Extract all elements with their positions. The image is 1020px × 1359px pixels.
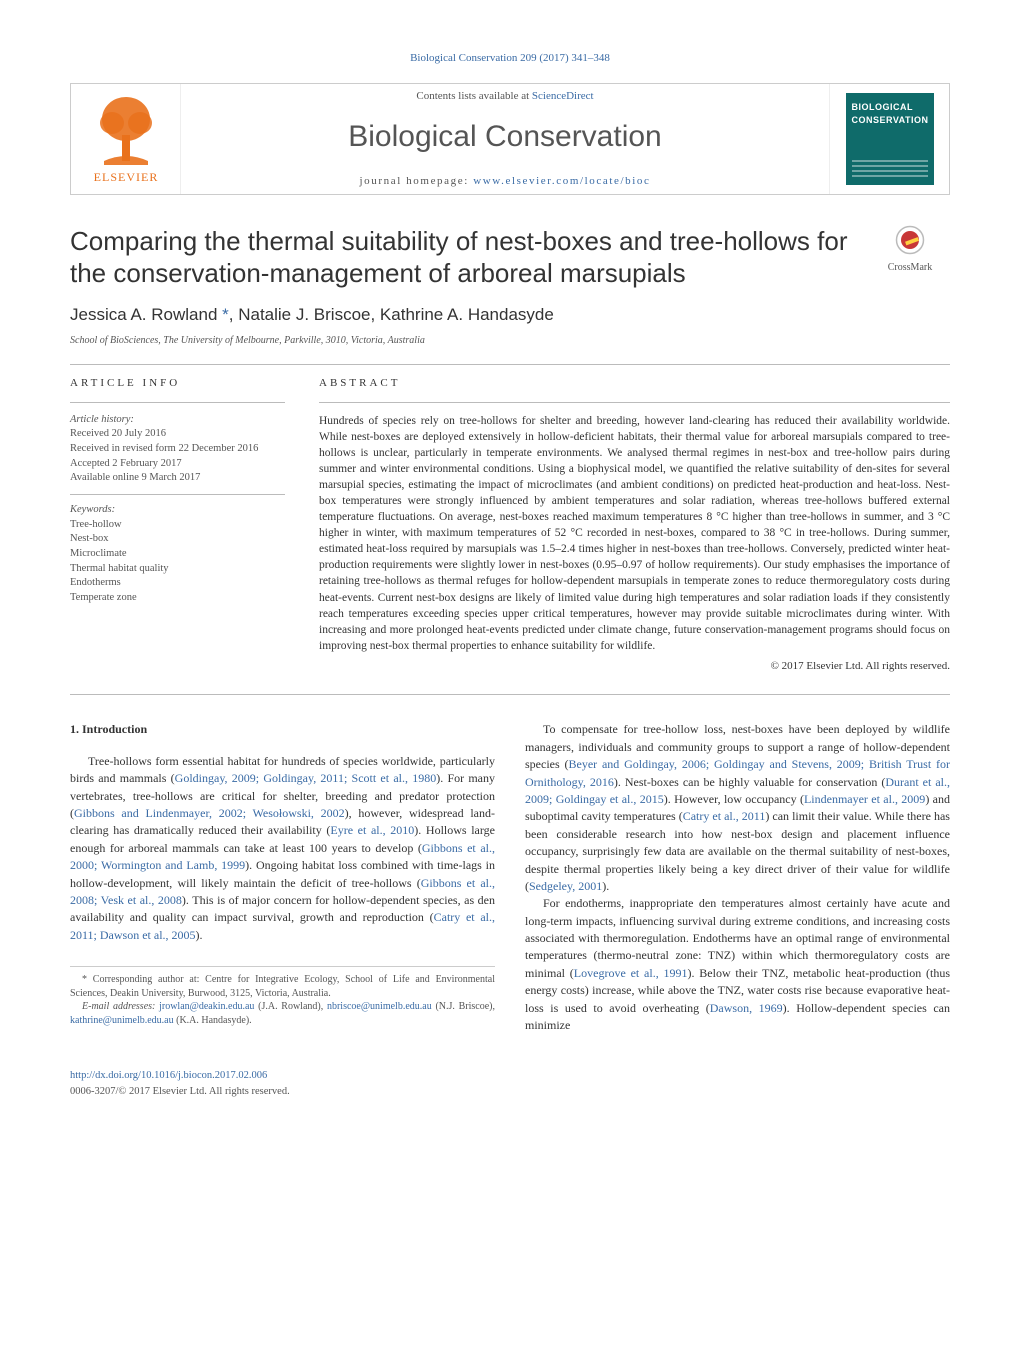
issn-line: 0006-3207/© 2017 Elsevier Ltd. All right…: [70, 1086, 290, 1097]
accepted-date: Accepted 2 February 2017: [70, 457, 285, 472]
corresponding-author: * Corresponding author at: Centre for In…: [70, 973, 495, 1000]
crossmark-label: CrossMark: [870, 260, 950, 275]
keyword: Tree-hollow: [70, 518, 285, 533]
article-history: Article history: Received 20 July 2016 R…: [70, 413, 285, 495]
doi-link[interactable]: http://dx.doi.org/10.1016/j.biocon.2017.…: [70, 1070, 267, 1081]
journal-reference: Biological Conservation 209 (2017) 341–3…: [70, 50, 950, 67]
keywords-block: Keywords: Tree-hollow Nest-box Microclim…: [70, 503, 285, 606]
abstract-text: Hundreds of species rely on tree-hollows…: [319, 413, 950, 654]
keywords-label: Keywords:: [70, 503, 285, 518]
section-heading: 1. Introduction: [70, 721, 495, 738]
journal-header: ELSEVIER Contents lists available at Sci…: [70, 83, 950, 195]
article-title: Comparing the thermal suitability of nes…: [70, 225, 858, 290]
sciencedirect-link[interactable]: ScienceDirect: [532, 90, 594, 102]
crossmark-badge[interactable]: CrossMark: [870, 225, 950, 276]
abstract-heading: abstract: [319, 375, 950, 392]
footnotes: * Corresponding author at: Centre for In…: [70, 966, 495, 1027]
received-date: Received 20 July 2016: [70, 427, 285, 442]
divider: [70, 364, 950, 365]
keyword: Microclimate: [70, 547, 285, 562]
journal-homepage: journal homepage: www.elsevier.com/locat…: [191, 173, 819, 190]
divider: [319, 402, 950, 403]
column-left: 1. Introduction Tree-hollows form essent…: [70, 721, 495, 1034]
homepage-link[interactable]: www.elsevier.com/locate/bioc: [473, 175, 650, 187]
divider: [70, 694, 950, 695]
abstract-copyright: © 2017 Elsevier Ltd. All rights reserved…: [319, 658, 950, 675]
divider: [70, 402, 285, 403]
header-center: Contents lists available at ScienceDirec…: [181, 80, 829, 198]
email-addresses: E-mail addresses: jrowlan@deakin.edu.au …: [70, 1000, 495, 1027]
affiliation: School of BioSciences, The University of…: [70, 333, 950, 348]
body-text: To compensate for tree-hollow loss, nest…: [525, 721, 950, 1034]
revised-date: Received in revised form 22 December 201…: [70, 442, 285, 457]
journal-name: Biological Conservation: [191, 114, 819, 159]
body-text: Tree-hollows form essential habitat for …: [70, 753, 495, 944]
keyword: Thermal habitat quality: [70, 562, 285, 577]
column-right: To compensate for tree-hollow loss, nest…: [525, 721, 950, 1034]
elsevier-wordmark: ELSEVIER: [93, 170, 158, 184]
elsevier-logo: ELSEVIER: [71, 84, 181, 194]
history-label: Article history:: [70, 413, 285, 428]
cover-decoration: [852, 157, 928, 177]
page-footer: http://dx.doi.org/10.1016/j.biocon.2017.…: [70, 1068, 950, 1100]
elsevier-tree-icon: ELSEVIER: [84, 91, 168, 187]
contents-line: Contents lists available at ScienceDirec…: [191, 88, 819, 105]
section-number: 1.: [70, 722, 79, 736]
section-title: Introduction: [82, 722, 147, 736]
cover-title-2: CONSERVATION: [852, 114, 928, 128]
crossmark-icon: [895, 225, 925, 255]
abstract: abstract Hundreds of species rely on tre…: [319, 375, 950, 674]
homepage-prefix: journal homepage:: [360, 175, 474, 187]
keyword: Nest-box: [70, 532, 285, 547]
journal-cover: BIOLOGICAL CONSERVATION: [829, 84, 949, 194]
article-info: article info Article history: Received 2…: [70, 375, 285, 674]
body-columns: 1. Introduction Tree-hollows form essent…: [70, 721, 950, 1034]
contents-prefix: Contents lists available at: [416, 90, 531, 102]
cover-title-1: BIOLOGICAL: [852, 101, 928, 115]
authors: Jessica A. Rowland *, Natalie J. Briscoe…: [70, 302, 950, 328]
keyword: Temperate zone: [70, 591, 285, 606]
article-info-heading: article info: [70, 375, 285, 392]
keyword: Endotherms: [70, 576, 285, 591]
online-date: Available online 9 March 2017: [70, 471, 285, 486]
